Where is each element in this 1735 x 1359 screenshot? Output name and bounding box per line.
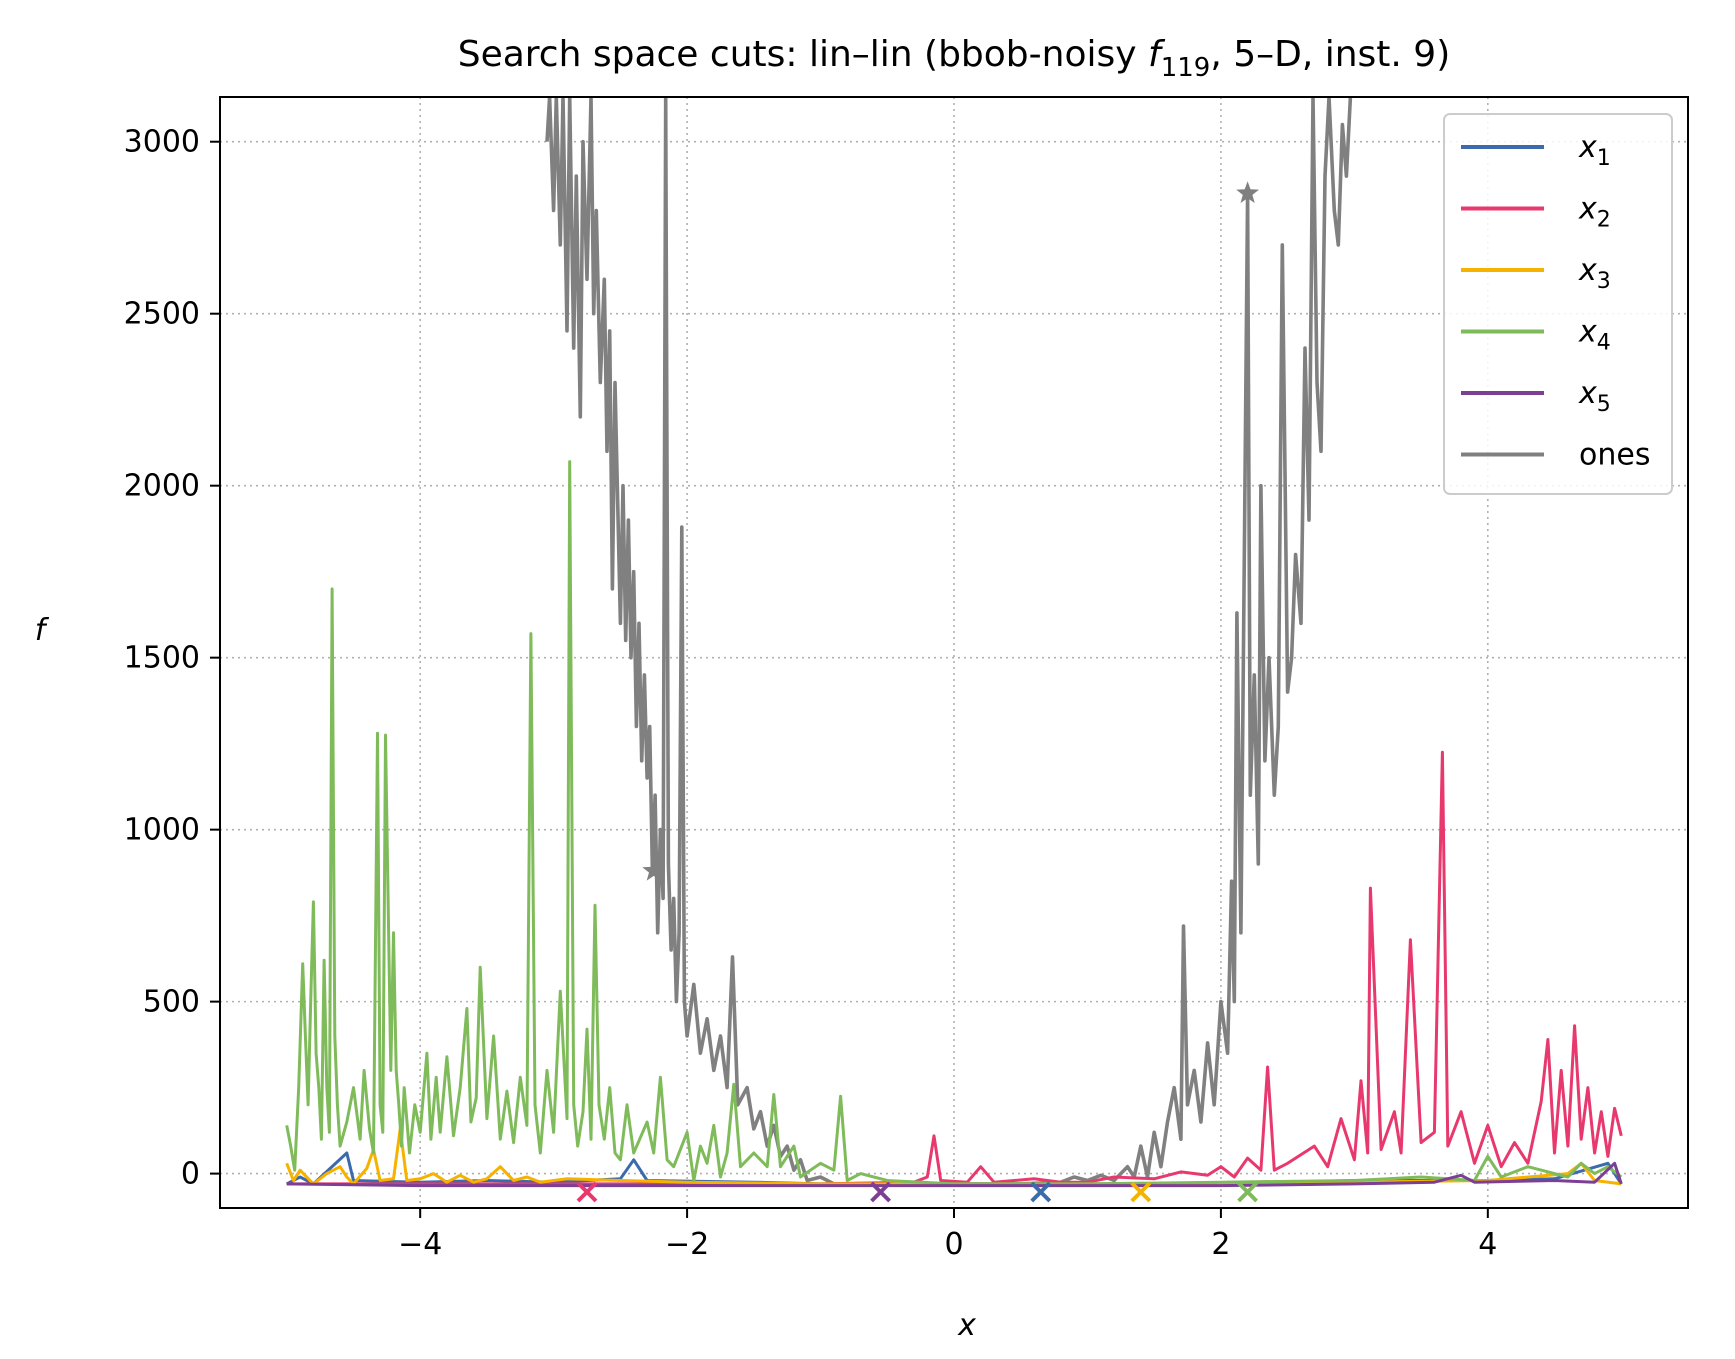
y-axis-label: f <box>35 613 50 648</box>
legend-label-x3: x3 <box>1578 253 1611 294</box>
x-tick-label: 4 <box>1478 1227 1497 1262</box>
title-func-subscript: 119 <box>1161 53 1211 83</box>
legend-label-base: x <box>1578 130 1597 165</box>
optimum-x-marker-x1 <box>1030 1181 1052 1203</box>
legend-label-base: x <box>1578 376 1597 411</box>
legend-label-subscript: 1 <box>1597 146 1611 171</box>
markers <box>576 1181 1259 1203</box>
optimum-star-marker <box>642 858 666 881</box>
series-line-x2 <box>286 750 1623 1186</box>
legend-label-x4: x4 <box>1578 315 1611 356</box>
legend-label-base: x <box>1578 315 1597 350</box>
legend-label-base: x <box>1578 192 1597 227</box>
legend-label-subscript: 4 <box>1597 331 1611 356</box>
y-tick-label: 3000 <box>124 125 200 160</box>
y-tick-label: 500 <box>143 985 200 1020</box>
ticks: −4 −2 0 2 4 0 500 1000 1500 2000 2500 3000 <box>124 125 1498 1262</box>
x-axis-label: x <box>957 1308 976 1343</box>
y-tick-label: 1000 <box>124 813 200 848</box>
optimum-star-marker <box>1236 181 1259 203</box>
legend-label-subscript: 3 <box>1597 269 1611 294</box>
series-line-ones <box>545 97 1353 1186</box>
legend-label-x1: x1 <box>1578 130 1611 171</box>
optimum-x-marker-x2 <box>576 1181 598 1203</box>
legend-label-subscript: 2 <box>1597 208 1611 233</box>
chart-title: Search space cuts: lin–lin (bbob-noisy f… <box>458 34 1451 83</box>
x-tick-label: 2 <box>1211 1227 1230 1262</box>
series-layer <box>285 97 1623 1188</box>
optimum-x-marker-x4 <box>1237 1181 1259 1203</box>
legend-label-x5: x5 <box>1578 376 1611 417</box>
title-suffix: , 5–D, inst. 9) <box>1210 34 1450 75</box>
x-tick-label: −4 <box>398 1227 442 1262</box>
legend-label-x2: x2 <box>1578 192 1611 233</box>
legend-label-ones: ones <box>1579 438 1650 473</box>
series-line-x4 <box>285 460 1623 1186</box>
legend-label-subscript: 5 <box>1597 392 1611 417</box>
series-line-x5 <box>286 1161 1623 1188</box>
optimum-x-marker-x5 <box>870 1181 892 1203</box>
x-tick-label: −2 <box>665 1227 709 1262</box>
legend-label-base: x <box>1578 253 1597 288</box>
y-tick-label: 2000 <box>124 469 200 504</box>
optimum-x-marker-x3 <box>1130 1181 1152 1203</box>
title-prefix: Search space cuts: lin–lin (bbob-noisy <box>458 34 1148 75</box>
y-tick-label: 2500 <box>124 297 200 332</box>
x-tick-label: 0 <box>944 1227 963 1262</box>
y-tick-label: 1500 <box>124 641 200 676</box>
y-tick-label: 0 <box>181 1157 200 1192</box>
